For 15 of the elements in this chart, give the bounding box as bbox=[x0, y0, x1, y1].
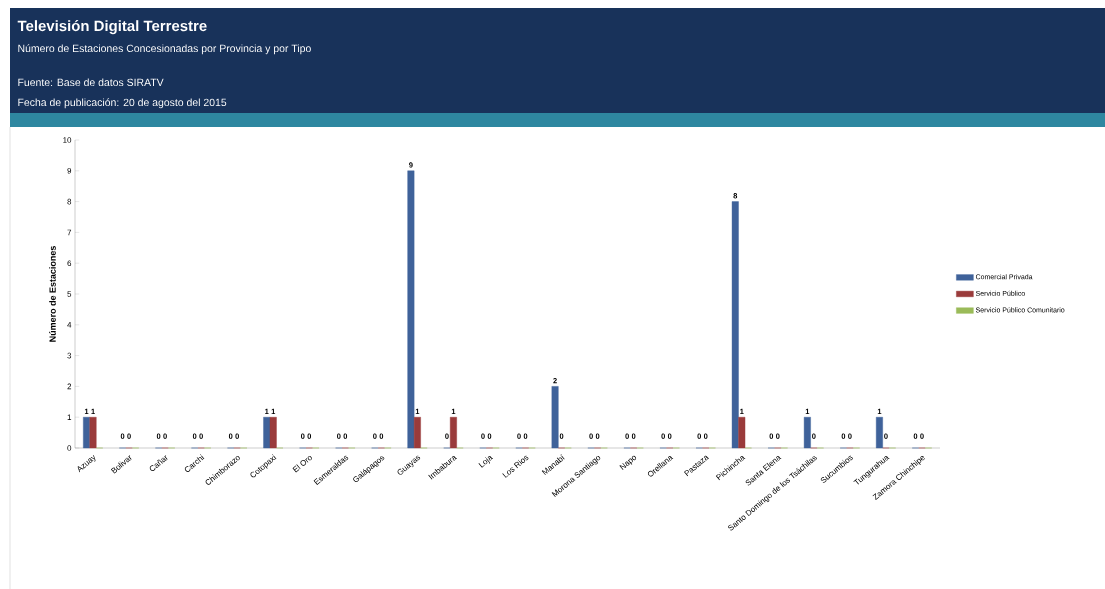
bar bbox=[731, 201, 739, 449]
bar bbox=[876, 416, 883, 449]
bar bbox=[450, 416, 457, 449]
bar bbox=[803, 416, 811, 449]
bar bbox=[89, 416, 97, 449]
bar bbox=[551, 386, 559, 449]
bar bbox=[413, 416, 421, 449]
bar bbox=[407, 170, 415, 449]
chart-title: Televisión Digital Terrestre bbox=[17, 19, 207, 35]
y-axis-title: Número de Estaciones bbox=[49, 245, 56, 342]
source-note: Fuente: Base de datos SIRATV bbox=[18, 78, 164, 87]
chart-subtitle: Número de Estaciones Concesionadas por Provincia y por Tipo bbox=[18, 44, 311, 55]
text: Fecha de publicación: 20 de agosto del 2015 bbox=[18, 98, 227, 109]
bar bbox=[738, 416, 746, 449]
bar bbox=[269, 416, 277, 449]
